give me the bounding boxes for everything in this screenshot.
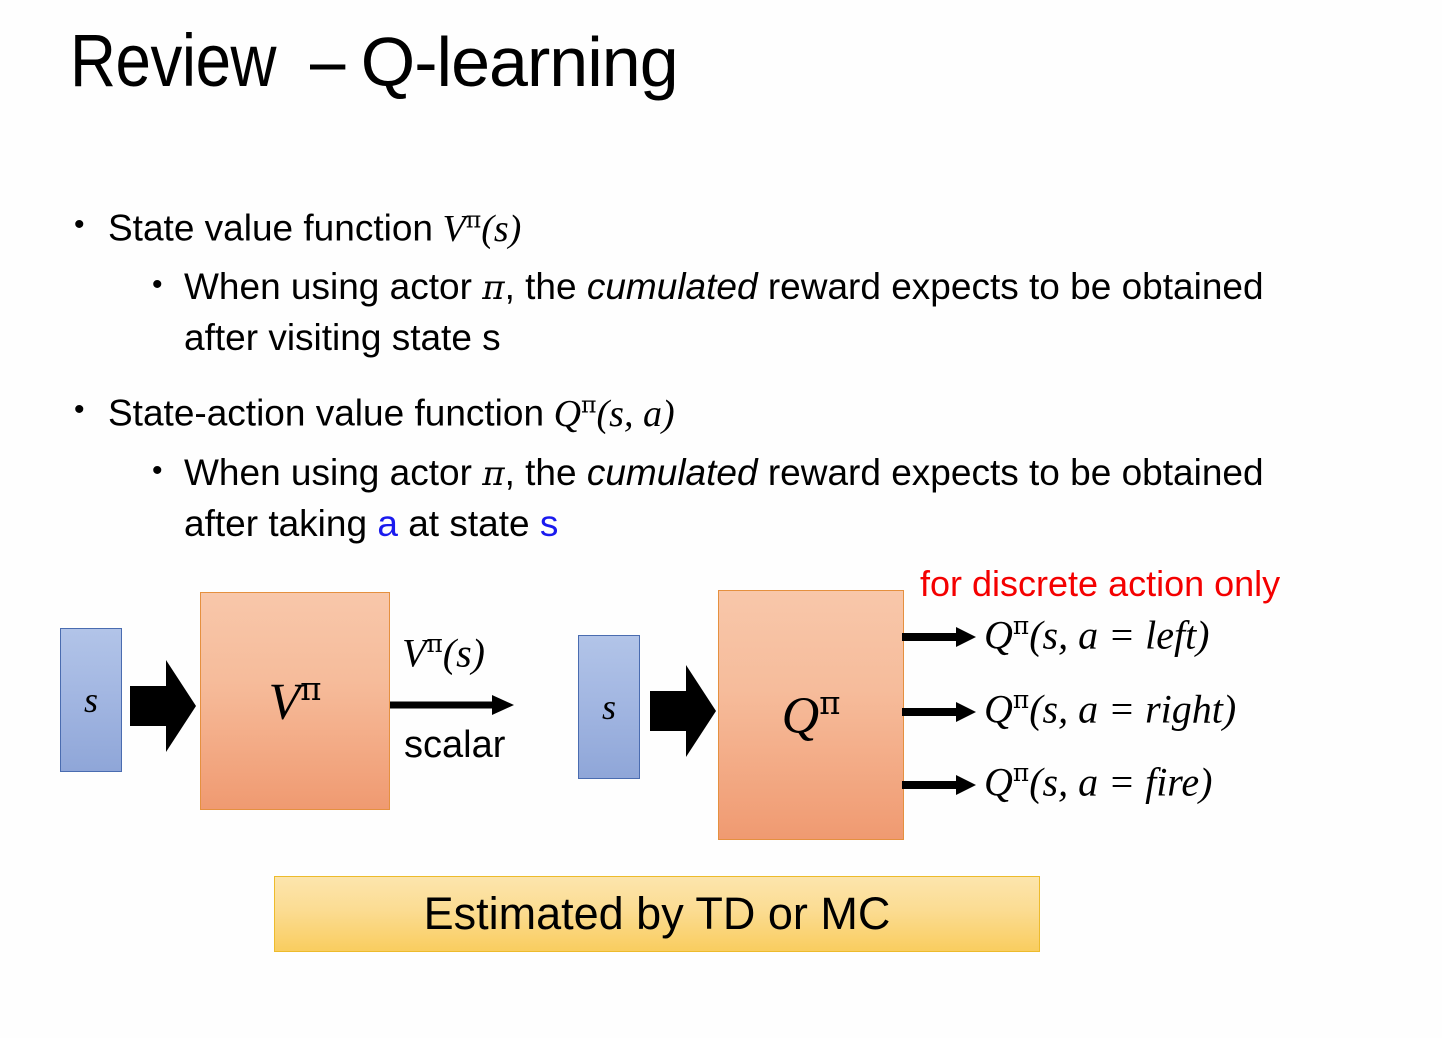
estimation-method-banner: Estimated by TD or MC — [274, 876, 1040, 952]
math-args-s-a: (s, a) — [596, 393, 675, 436]
v-output-formula: Vπ(s) — [402, 629, 485, 676]
highlight-state-s: s — [539, 502, 559, 544]
v-output-arrow — [390, 692, 514, 718]
pi-symbol: π — [482, 453, 505, 494]
estimation-method-label: Estimated by TD or MC — [423, 888, 891, 939]
v-branch-state-label: s — [83, 680, 98, 720]
highlight-action-a: a — [377, 502, 398, 544]
arrow-right-icon — [902, 702, 976, 722]
q-output-2-args: (s, a = right) — [1029, 686, 1237, 732]
b2-part4: at state — [397, 502, 540, 544]
q-branch-input-block-arrow — [650, 665, 716, 757]
v-network-label: Vπ — [269, 673, 322, 728]
v-network-base: V — [268, 673, 301, 731]
q-output-3-superscript-pi: π — [1012, 758, 1030, 787]
math-superscript-pi: π — [465, 205, 482, 233]
b2-part1: When using actor — [184, 451, 483, 493]
math-base-q: Q — [553, 393, 582, 436]
q-network-box: Qπ — [718, 590, 904, 840]
q-output-2-base: Q — [984, 686, 1013, 732]
bullet-level2-state-action-desc: • When using actor π, the cumulated rewar… — [68, 447, 1288, 549]
q-output-3-args: (s, a = fire) — [1029, 759, 1213, 805]
q-output-arrow-1 — [902, 625, 976, 649]
q-output-1-base: Q — [984, 612, 1013, 658]
math-superscript-pi: π — [581, 390, 597, 419]
math-base-v: V — [442, 207, 466, 250]
block-arrow-right-icon — [130, 660, 196, 752]
v-network-box: Vπ — [200, 592, 390, 810]
v-output-superscript-pi: π — [426, 629, 443, 658]
q-output-formula-3: Qπ(s, a = fire) — [984, 758, 1213, 805]
q-output-formula-2: Qπ(s, a = right) — [984, 685, 1237, 732]
v-branch-input-block-arrow — [130, 660, 196, 752]
bullet-dot-icon: • — [152, 268, 163, 302]
q-output-arrow-2 — [902, 700, 976, 724]
q-output-2-superscript-pi: π — [1012, 685, 1030, 714]
discrete-action-note: for discrete action only — [920, 563, 1281, 604]
arrow-right-icon — [902, 775, 976, 795]
bullet-level1-state-value: • State value function Vπ(s) — [68, 204, 1288, 253]
bullet-level1-text: State-action value function — [108, 393, 545, 435]
b2-part1: When using actor — [184, 266, 483, 308]
q-output-formula-1: Qπ(s, a = left) — [984, 611, 1210, 658]
b2-emphasis: cumulated — [586, 266, 758, 308]
title-main: Q-learning — [360, 23, 679, 101]
q-output-arrow-3 — [902, 773, 976, 797]
bullet-dot-icon: • — [74, 208, 85, 241]
title-prefix: Review — [70, 19, 277, 102]
v-output-kind-label: scalar — [404, 724, 506, 766]
v-network-superscript-pi: π — [300, 670, 322, 709]
math-v-pi-s: Vπ(s) — [433, 205, 522, 250]
bullet-level1-state-action-value: • State-action value function Qπ(s, a) — [68, 389, 1288, 438]
v-branch-state-input-box: s — [60, 628, 122, 772]
b2-part3: reward expects to be obtained after visi… — [184, 266, 1264, 359]
b2-emphasis: cumulated — [586, 451, 758, 493]
bullet-dot-icon: • — [152, 453, 163, 487]
q-network-base: Q — [781, 687, 820, 745]
title-separator: – — [309, 19, 346, 102]
arrow-right-icon — [390, 695, 514, 715]
bullet-level2-state-value-desc: • When using actor π, the cumulated rewar… — [68, 261, 1288, 363]
q-output-1-args: (s, a = left) — [1029, 612, 1210, 658]
v-output-base: V — [402, 630, 427, 676]
math-q-pi-s-a: Qπ(s, a) — [544, 390, 675, 436]
b2-part2: , the — [504, 266, 587, 308]
block-arrow-right-icon — [650, 665, 716, 757]
pi-symbol: π — [482, 268, 505, 309]
q-output-1-superscript-pi: π — [1012, 611, 1030, 640]
math-args-s: (s) — [481, 207, 522, 250]
v-output-args: (s) — [442, 630, 485, 676]
bullet-list: • State value function Vπ(s) • When using … — [68, 204, 1288, 549]
q-branch-state-label: s — [601, 687, 616, 727]
bullet-dot-icon: • — [74, 393, 85, 427]
q-branch-state-input-box: s — [578, 635, 640, 779]
bullet-level1-text: State value function — [108, 207, 433, 249]
slide-title: Review – Q-learning — [70, 19, 679, 102]
b2-part2: , the — [504, 451, 587, 493]
q-network-superscript-pi: π — [819, 684, 841, 723]
b2-part3: reward expects to be obtained after taki… — [184, 451, 1264, 544]
q-network-label: Qπ — [782, 687, 841, 742]
q-output-3-base: Q — [984, 759, 1013, 805]
arrow-right-icon — [902, 627, 976, 647]
